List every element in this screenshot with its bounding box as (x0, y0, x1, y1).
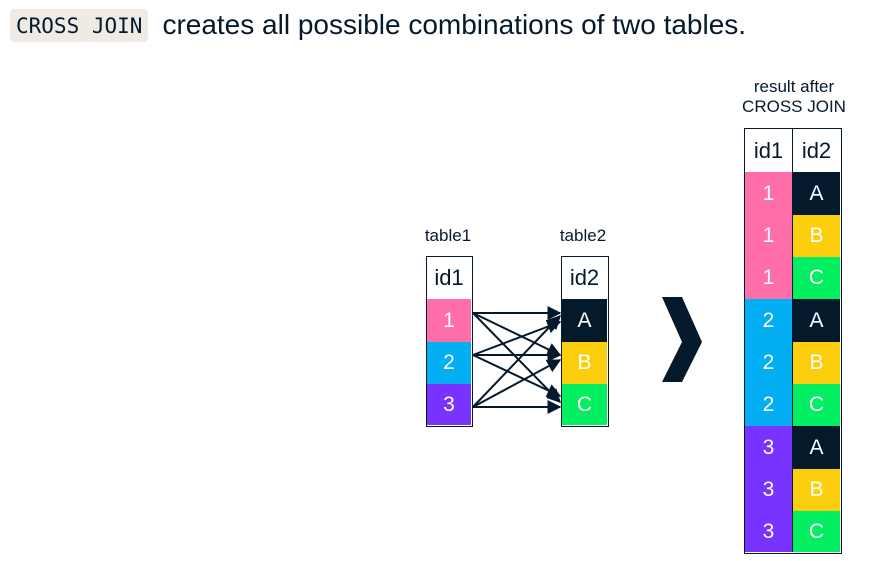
table1-caption: table1 (424, 226, 472, 245)
table2-header: id2 (562, 257, 607, 300)
result-cell-id2: A (793, 299, 840, 342)
table2: id2 A B C (561, 256, 609, 427)
chevron-right-icon (662, 297, 702, 382)
headline: CROSS JOIN creates all possible combinat… (10, 6, 746, 44)
result-cell-id2: C (793, 511, 840, 552)
table1-cell: 3 (427, 384, 471, 425)
result-caption-line2: CROSS JOIN (742, 97, 846, 116)
table1: id1 1 2 3 (426, 256, 473, 427)
result-cell-id1: 1 (745, 172, 793, 215)
table1-cell: 1 (427, 299, 471, 342)
table1-cell: 2 (427, 342, 471, 384)
result-cell-id2: B (793, 469, 840, 511)
arrow-2-A (472, 319, 562, 356)
result-cell-id1: 1 (745, 257, 793, 299)
result-cell-id1: 3 (745, 511, 793, 552)
arrow-3-B (472, 359, 562, 408)
result-cell-id1: 3 (745, 469, 793, 511)
arrow-3-A (472, 314, 561, 408)
arrow-2-C (472, 354, 562, 397)
table1-header: id1 (427, 257, 471, 300)
result-cell-id1: 2 (745, 342, 793, 384)
result-cell-id1: 1 (745, 215, 793, 257)
result-cell-id1: 3 (745, 426, 793, 469)
result-table: id1 id2 1 A 1 B 1 C 2 A 2 B 2 C 3 A 3 B … (744, 128, 842, 554)
result-cell-id2: C (793, 257, 840, 299)
result-cell-id2: C (793, 384, 840, 426)
result-caption-line1: result after (753, 77, 835, 96)
result-cell-id1: 2 (745, 384, 793, 426)
table2-cell: A (562, 299, 607, 342)
result-header-id2: id2 (793, 129, 840, 173)
result-cell-id2: B (793, 342, 840, 384)
result-cell-id2: A (793, 426, 840, 469)
headline-text: creates all possible combinations of two… (162, 9, 747, 40)
table2-cell: C (562, 384, 607, 425)
result-caption: result after CROSS JOIN (726, 77, 862, 117)
table2-cell: B (562, 342, 607, 384)
code-keyword: CROSS JOIN (10, 8, 149, 42)
result-cell-id1: 2 (745, 299, 793, 342)
arrow-1-C (472, 312, 561, 404)
arrow-1-B (472, 312, 562, 356)
table2-caption: table2 (559, 226, 607, 245)
result-header-id1: id1 (745, 129, 793, 173)
result-cell-id2: A (793, 172, 840, 215)
result-cell-id2: B (793, 215, 840, 257)
